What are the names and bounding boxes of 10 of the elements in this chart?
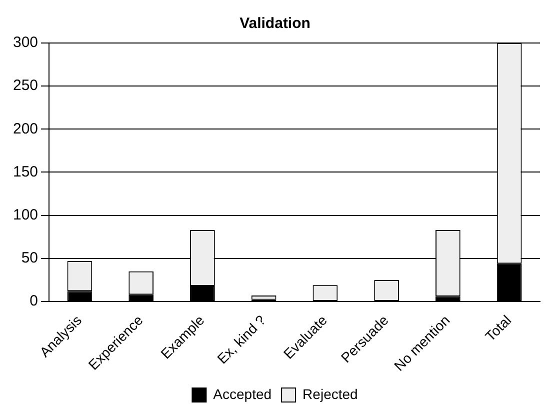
legend-label: Rejected	[302, 386, 358, 402]
y-tick-label: 150	[12, 163, 38, 180]
y-tick-label: 50	[21, 250, 38, 267]
legend-label: Accepted	[213, 386, 272, 402]
y-tick-label: 250	[12, 77, 38, 94]
y-tick-label: 100	[12, 206, 38, 224]
y-tick-label: 300	[12, 34, 38, 52]
y-tick-label: 200	[12, 120, 38, 138]
chart-title: Validation	[240, 15, 310, 32]
y-tick-label: 0	[30, 292, 38, 310]
